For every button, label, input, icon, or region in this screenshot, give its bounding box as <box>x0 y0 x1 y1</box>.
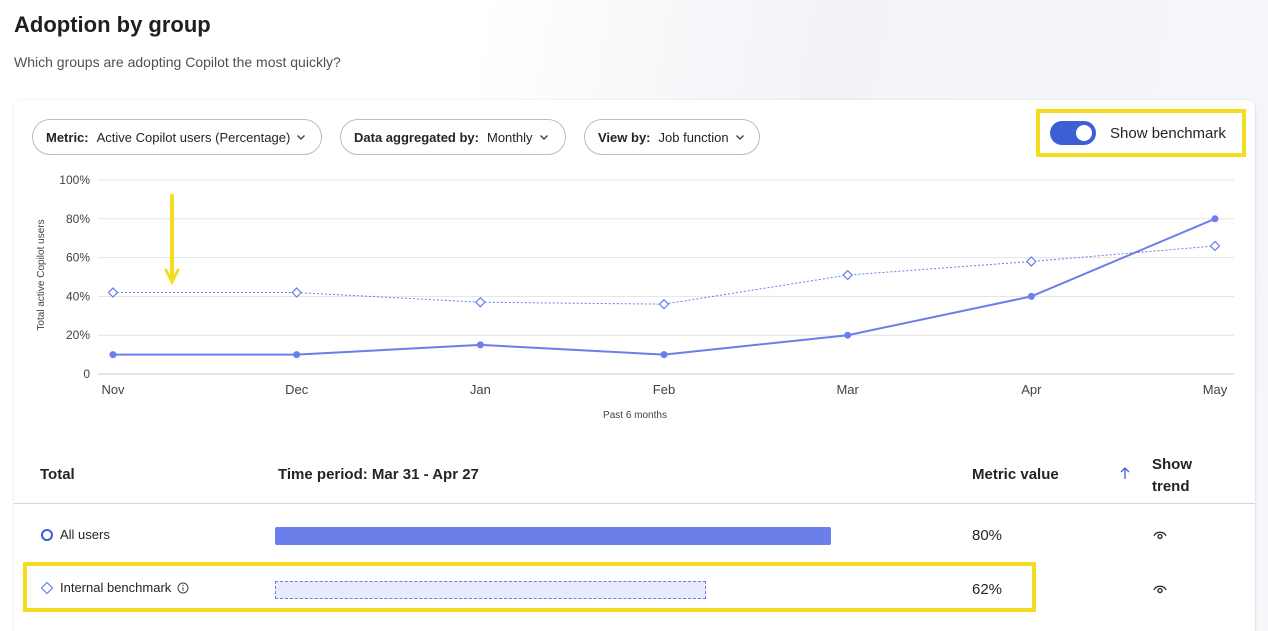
x-tick-label: Feb <box>653 382 675 397</box>
benchmark-point[interactable] <box>291 287 303 298</box>
x-tick-label: Nov <box>101 382 125 397</box>
view-by-filter-value: Job function <box>658 129 729 145</box>
metric-filter-value: Active Copilot users (Percentage) <box>96 129 291 145</box>
chart-x-ticks: Nov Dec Jan Feb Mar Apr May <box>101 382 1227 397</box>
page-title: Adoption by group <box>14 12 211 37</box>
all-users-point[interactable] <box>660 351 668 359</box>
show-benchmark-label: Show benchmark <box>1110 124 1226 142</box>
eye-icon[interactable] <box>1152 528 1168 542</box>
internal-benchmark-label: Internal benchmark <box>40 580 189 595</box>
chevron-down-icon <box>297 135 306 140</box>
column-header-time-period: Time period: Mar 31 - Apr 27 <box>278 466 479 483</box>
adoption-line-chart: 100% 80% 60% 40% 20% 0 Nov Dec Jan Feb Mar Apr May … <box>14 170 1255 430</box>
x-tick-label: Mar <box>836 382 859 397</box>
chart-svg: 100%80%60%40%20%0 Nov Dec Jan Feb Mar Apr May … <box>36 173 1234 421</box>
benchmark-row-highlight <box>23 562 1036 612</box>
y-tick-label: 100% <box>59 173 90 187</box>
show-benchmark-toggle[interactable] <box>1050 121 1096 145</box>
chart-gridlines <box>98 179 1234 375</box>
table-header: Total Time period: Mar 31 - Apr 27 Metri… <box>14 450 1255 504</box>
chart-series <box>107 215 1221 359</box>
all-users-point[interactable] <box>293 351 301 359</box>
all-users-point[interactable] <box>844 331 852 339</box>
all-users-label: All users <box>40 527 110 542</box>
benchmark-point[interactable] <box>658 298 670 310</box>
x-tick-label: Dec <box>285 382 309 397</box>
all-users-series-line <box>113 217 1216 356</box>
y-tick-label: 0 <box>83 367 90 381</box>
all-users-value: 80% <box>972 527 1003 544</box>
benchmark-point[interactable] <box>1209 240 1221 252</box>
benchmark-point[interactable] <box>474 296 486 308</box>
aggregation-filter-value: Monthly <box>486 129 533 145</box>
benchmark-point[interactable] <box>1025 256 1037 267</box>
chart-x-axis-label: Past 6 months <box>603 410 667 421</box>
row-label-text: All users <box>60 527 110 542</box>
chart-y-axis-label: Total active Copilot users <box>36 219 47 330</box>
show-trend-header-line2: trend <box>1152 478 1190 495</box>
table-row: All users 80% <box>14 510 1255 562</box>
all-users-bar <box>275 527 831 545</box>
diamond-icon <box>40 581 54 594</box>
column-header-metric-value[interactable]: Metric value <box>972 466 1059 483</box>
x-tick-label: Apr <box>1021 382 1042 397</box>
y-tick-label: 60% <box>66 251 90 265</box>
y-tick-label: 80% <box>66 212 90 226</box>
aggregation-filter-dropdown[interactable]: Data aggregated by: Monthly <box>340 119 566 155</box>
benchmark-point[interactable] <box>107 287 119 298</box>
view-by-filter-dropdown[interactable]: View by: Job function <box>584 119 760 155</box>
all-users-point[interactable] <box>1027 292 1035 300</box>
all-users-point[interactable] <box>1211 215 1219 223</box>
chevron-down-icon <box>735 135 744 140</box>
adoption-card: Metric: Active Copilot users (Percentage… <box>14 100 1255 631</box>
page-subtitle: Which groups are adopting Copilot the mo… <box>14 54 341 70</box>
all-users-point[interactable] <box>109 351 117 359</box>
internal-benchmark-bar <box>275 581 706 599</box>
x-tick-label: Jan <box>470 382 491 397</box>
show-benchmark-highlight: Show benchmark <box>1036 109 1246 157</box>
chart-y-ticks: 100% 80% 60% 40% 20% 0 <box>59 173 90 381</box>
benchmark-point[interactable] <box>842 269 854 281</box>
column-header-show-trend: Show trend <box>1152 454 1192 498</box>
view-by-filter-label: View by: <box>598 129 651 145</box>
show-trend-header-line1: Show <box>1152 456 1192 473</box>
chevron-down-icon <box>539 135 548 140</box>
metric-filter-label: Metric: <box>46 129 89 145</box>
toggle-knob <box>1076 125 1092 141</box>
all-users-point[interactable] <box>476 341 484 349</box>
metric-value-header-label: Metric value <box>972 466 1059 483</box>
aggregation-filter-label: Data aggregated by: <box>354 129 479 145</box>
row-label-text: Internal benchmark <box>60 580 172 595</box>
eye-icon[interactable] <box>1152 582 1168 596</box>
circle-icon <box>41 528 53 541</box>
metric-filter-dropdown[interactable]: Metric: Active Copilot users (Percentage… <box>32 119 322 155</box>
table-row: Internal benchmark 62% <box>14 562 1255 614</box>
y-tick-label: 40% <box>66 289 90 303</box>
info-icon[interactable] <box>177 582 189 594</box>
internal-benchmark-value: 62% <box>972 581 1003 598</box>
annotation-arrow-icon <box>164 194 180 286</box>
x-tick-label: May <box>1203 382 1228 397</box>
column-header-total: Total <box>40 466 75 483</box>
y-tick-label: 20% <box>66 328 90 342</box>
arrow-up-icon[interactable] <box>1119 466 1131 480</box>
benchmark-series-line <box>113 245 1216 305</box>
